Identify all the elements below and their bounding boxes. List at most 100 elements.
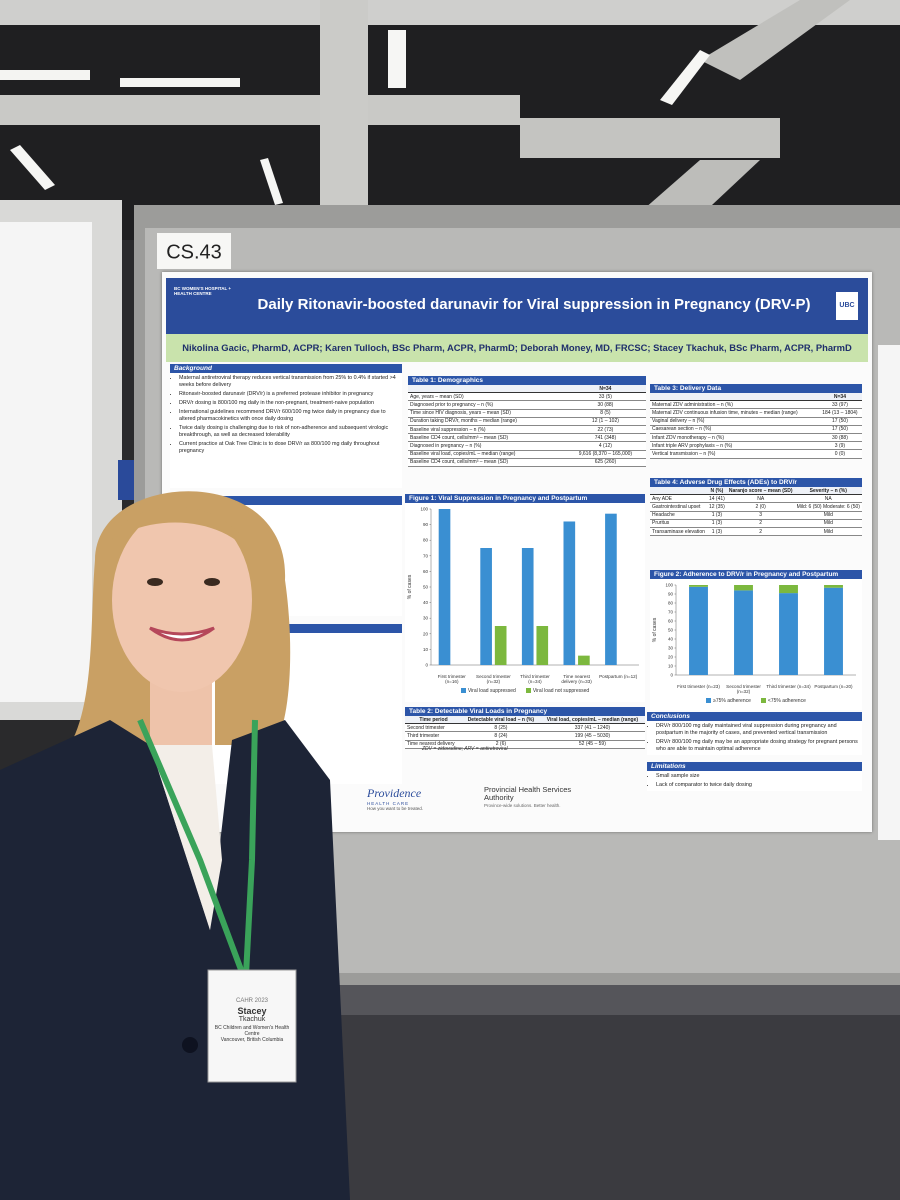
table-cell: 30 (88) — [817, 433, 862, 443]
table-header-cell: N=34 — [817, 393, 862, 402]
table-cell: 3 (9) — [817, 441, 862, 451]
ceiling-light — [388, 30, 406, 88]
bullet-list: Maternal antiretroviral therapy reduces … — [170, 375, 402, 455]
table-cell: 199 (45 – 5030) — [539, 731, 645, 741]
legend-item: ≥75% adherence — [706, 698, 751, 704]
table-cell: Maternal ZDV administration – n (%) — [650, 400, 818, 410]
ceiling-beam — [320, 0, 368, 215]
table-cell: Infant triple ARV prophylaxis – n (%) — [650, 441, 818, 451]
table-header-row: N=34 — [650, 393, 862, 402]
bullet-item: DRV/r 800/100 mg daily may be an appropr… — [656, 739, 862, 753]
section-heading: Background — [170, 364, 402, 373]
table-cell: Mild: 6 (50) Moderate: 6 (50) — [794, 502, 862, 512]
ceiling-light — [10, 145, 55, 190]
x-tick-labels: First trimester (n=23) Second trimester (… — [650, 684, 856, 695]
table-cell: 17 (50) — [817, 417, 862, 426]
logo-text: HEALTH CARE — [367, 801, 410, 806]
legend-label: Viral load not suppressed — [532, 687, 590, 694]
table-row: Vertical transmission – n (%) 0 (0) — [650, 449, 862, 459]
table-row: Pruritus 1 (3) 2 Mild — [650, 519, 862, 528]
table-header-cell — [650, 487, 707, 496]
table-cell: 12 (35) — [706, 502, 727, 512]
ceiling-light — [120, 78, 240, 87]
bullet-list: DRV/r 800/100 mg daily maintained viral … — [647, 723, 862, 753]
x-tick-label: Postpartum (n=12) — [599, 674, 638, 679]
lanyard — [243, 719, 258, 976]
floor-carpet — [340, 985, 900, 1015]
table-cell: Baseline CD4 count, cells/mm³ – mean (SD… — [408, 458, 565, 467]
table-4: Table 4: Adverse Drug Effects (ADEs) to … — [650, 478, 862, 537]
name-badge — [207, 969, 297, 1083]
bar-segment — [734, 590, 753, 675]
face — [112, 508, 252, 692]
table: N (%) Naranjo score – mean (SD) Severity –… — [650, 487, 862, 537]
poster-title: Daily Ritonavir-boosted darunavir for Vi… — [257, 296, 811, 313]
table-cell: Mild — [794, 527, 862, 537]
table-cell: 3 — [726, 511, 795, 520]
table-row: Caesarean section – n (%) 17 (50) — [650, 425, 862, 434]
table-cell: 8 (25) — [462, 723, 540, 733]
figure-2: Figure 2: Adherence to DRV/r in Pregnanc… — [650, 570, 862, 710]
legend-swatch — [760, 697, 766, 703]
y-tick-label: 30 — [423, 616, 429, 621]
bar-segment — [689, 586, 708, 675]
table-cell: Time nearest delivery — [405, 740, 463, 749]
button — [182, 1037, 198, 1053]
table-row: Gastrointestinal upset 12 (35) 2 (0) Mild: … — [650, 502, 862, 512]
legend-item: Viral load not suppressed — [525, 687, 590, 694]
table-row: Duration taking DRV/r, months – median (… — [408, 417, 646, 426]
bar — [521, 548, 534, 665]
table-cell: 0 (0) — [817, 449, 862, 459]
eye — [147, 578, 163, 586]
table-cell: Second trimester — [405, 723, 463, 733]
table-1: Table 1: Demographics N=34 Age, years – m… — [408, 376, 646, 467]
table-cell: NA — [726, 494, 795, 504]
table-row: Time since HIV diagnosis, years – mean (… — [408, 409, 646, 418]
table-cell: Age, years – mean (SD) — [408, 392, 565, 402]
table-row: Infant ZDV monotherapy – n (%) 30 (88) — [650, 433, 862, 443]
hair-fringe — [112, 506, 255, 560]
y-tick-label: 20 — [423, 631, 429, 636]
table-row: Baseline viral load, copies/mL – median … — [408, 450, 646, 459]
table-cell: 2 — [726, 527, 795, 537]
bar-segment — [779, 593, 798, 675]
y-tick-label: 50 — [423, 585, 429, 590]
table-cell: 14 (41) — [706, 494, 727, 504]
table-row: Diagnosed prior to pregnancy – n (%) 30 (… — [408, 400, 646, 410]
x-tick-label: Second trimester (n=32) — [726, 684, 761, 695]
badge-organization: BC Children and Women's Health Centre — [214, 1025, 290, 1037]
y-tick-label: 80 — [668, 601, 674, 606]
y-tick-label: 20 — [668, 655, 674, 660]
table-cell: Time since HIV diagnosis, years – mean (… — [408, 409, 565, 418]
table-header-cell: N (%) — [706, 487, 727, 496]
table-row: Maternal ZDV administration – n (%) 33 (9… — [650, 400, 862, 410]
bullet-item: Ritonavir-boosted darunavir (DRV/r) is a… — [179, 391, 402, 398]
y-tick-label: 60 — [668, 619, 674, 624]
x-tick-label: Third trimester (n=34) — [766, 684, 811, 689]
table-row: Second trimester 8 (25) 337 (41 – 1240) — [405, 723, 645, 733]
bar — [438, 509, 451, 665]
x-tick-label: Postpartum (n=20) — [814, 684, 853, 689]
logo-text: Province-wide solutions. Better health. — [484, 802, 561, 808]
table-row: Third trimester 8 (24) 199 (45 – 5030) — [405, 731, 645, 741]
table-cell: Vaginal delivery – n (%) — [650, 417, 818, 426]
table-row: Headache 1 (3) 3 Mild — [650, 511, 862, 520]
table-header-cell: Detectable viral load – n (%) — [462, 716, 540, 725]
logo-text: Provincial Health Services Authority — [484, 785, 572, 803]
background-section: Background Maternal antiretroviral thera… — [170, 364, 402, 488]
table-cell: Vertical transmission – n (%) — [650, 449, 818, 459]
legend-label: Viral load suppressed — [467, 687, 516, 694]
legend: Viral load suppressed Viral load not supp… — [405, 688, 645, 694]
y-tick-label: 40 — [668, 637, 674, 642]
y-tick-label: 40 — [423, 600, 429, 605]
bullet-item: Small sample size — [656, 773, 862, 780]
ceiling-beam — [520, 118, 780, 158]
smile — [149, 626, 215, 642]
table-cell: 2 (6) — [462, 740, 540, 749]
y-tick-label: 10 — [423, 647, 429, 652]
table-cell: 8 (24) — [462, 731, 540, 741]
y-tick-label: 80 — [423, 538, 429, 543]
chart-plot: % of cases 0 10 20 30 40 50 60 70 80 90 100 — [407, 507, 639, 668]
